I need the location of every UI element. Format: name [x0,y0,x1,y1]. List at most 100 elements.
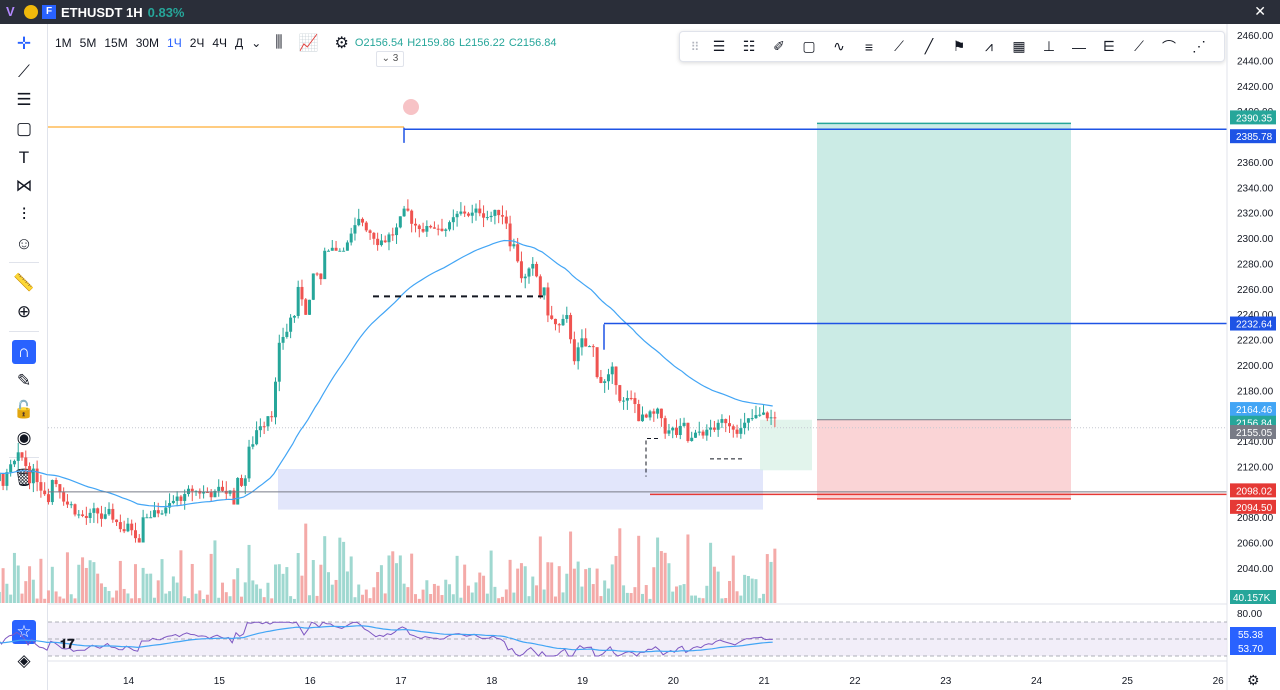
target-zone[interactable] [817,123,1071,420]
demand-zone[interactable] [278,469,763,510]
price-badge[interactable]: 2232.64 [1230,316,1276,331]
projection-icon[interactable]: ⫶ [21,205,27,224]
candle [667,423,671,437]
price-badge-label: 2098.02 [1236,486,1273,497]
volume-bar [550,562,554,603]
indicators-icon[interactable]: 📈 [298,35,319,52]
ray-icon[interactable]: ⟋ [894,38,904,54]
trendline-icon[interactable]: ⟋ [18,62,30,81]
parallel-channel-icon[interactable]: ☰ [712,38,726,54]
timeframe-2h[interactable]: 2Ч [189,36,205,50]
price-badge[interactable]: 2390.35 [1230,110,1276,125]
candle [599,369,603,384]
price-badge[interactable]: 2098.02 [1230,483,1276,498]
chart-header: 1M 5M 15M 30M 1Ч 2Ч 4Ч Д ⌄ ⫼ 📈 ⚙ O2156.5… [55,33,561,53]
rectangle-icon[interactable]: ▢ [802,38,816,54]
volume-bar [610,564,614,603]
zigzag-icon[interactable]: ⩘ [985,38,993,54]
price-badge[interactable]: 2164.46 [1230,402,1276,417]
flag-icon[interactable]: ⚑ [952,38,966,54]
axis-settings-gear-icon[interactable]: ⚙ [1247,672,1260,688]
price-badge-label: 2385.78 [1236,132,1273,143]
grip-icon[interactable]: ⠿ [690,39,700,54]
layers-icon[interactable]: ◈ [17,651,31,670]
candle [728,415,731,433]
volume-bar [466,585,470,603]
volume-bar [243,582,247,603]
pattern-icon[interactable]: ⋈ [15,176,33,195]
price-axis[interactable]: 2460.002440.002420.002400.002380.002360.… [1230,31,1276,655]
candle [762,405,766,416]
timeframe-1h[interactable]: 1Ч [167,36,182,50]
lock-icon[interactable]: 🔓 [13,400,35,419]
volume-bar [122,588,126,603]
price-badge-label: 2155.05 [1236,428,1273,439]
polyline-icon[interactable]: ⋰ [1192,38,1206,54]
path-icon[interactable]: ∿ [833,38,845,54]
settings-gear-icon[interactable]: ⚙ [334,35,349,52]
candle [379,234,383,247]
candle [383,235,387,243]
price-tick-label: 2080.00 [1237,513,1274,524]
candle [690,431,694,442]
candle [221,480,224,492]
disjoint-channel-icon[interactable]: ☷ [742,38,756,54]
candle [603,379,607,393]
volume-bar [28,566,32,603]
vertical-range-icon[interactable]: ⊥ [1042,38,1056,54]
time-axis[interactable]: 14 15 16 17 18 19 20 21 22 23 24 25 26 [123,676,1224,687]
time-tick-label: 20 [668,676,680,687]
timeframe-15m[interactable]: 15M [104,36,128,50]
curve-icon[interactable]: ⌒ [1162,38,1176,55]
volume-bar [743,574,747,603]
line-icon[interactable]: ╱ [924,38,934,54]
volume-bar [637,535,641,603]
fib-fan-icon[interactable]: ⋿ [1102,38,1116,54]
timeframe-5m[interactable]: 5M [79,36,97,50]
rectangle-icon[interactable]: ▢ [15,119,33,138]
timeframe-30m[interactable]: 30M [135,36,160,50]
horizontal-line-icon[interactable]: — [1072,38,1086,55]
candle [209,489,213,502]
volume-bar [769,561,773,603]
volume-bar [319,564,323,603]
crosshair-icon[interactable]: ✛ [16,34,32,53]
time-tick-label: 17 [395,676,407,687]
eye-icon[interactable]: ◉ [16,428,32,447]
volume-bar [746,575,750,603]
zoom-icon[interactable]: ⊕ [16,302,32,321]
fib-icon[interactable]: ☰ [16,90,32,109]
price-badge[interactable]: 2155.05 [1230,424,1276,439]
text-icon[interactable]: T [18,148,30,167]
volume-bar [137,598,141,603]
volume-bar [731,555,735,603]
emoji-icon[interactable]: ☺ [15,234,33,253]
trend-angle-icon[interactable]: ⟋ [1134,38,1144,54]
timeframe-day[interactable]: Д [235,36,244,50]
price-badge[interactable]: 2385.78 [1230,129,1276,144]
timeframe-1m[interactable]: 1M [55,36,72,50]
ruler-icon[interactable]: 📏 [13,273,35,292]
timeframe-dropdown-icon[interactable]: ⌄ [251,36,262,50]
stop-zone[interactable] [817,419,1071,499]
volume-bar [221,582,224,603]
alert-marker[interactable] [403,99,419,115]
magnet-icon[interactable]: ∩ [12,340,36,364]
candles-type-icon[interactable]: ⫼ [275,34,283,51]
grid-icon[interactable]: ▦ [1012,38,1026,54]
indicators-collapse-button[interactable]: ⌄ 3 [376,51,404,67]
price-badge[interactable]: 2094.50 [1230,499,1276,514]
lock-drawing-icon[interactable]: ✎ [16,371,32,390]
symbol-title[interactable]: ETHUSDT 1H [61,4,143,20]
candle [141,509,145,543]
candle [175,491,179,507]
close-icon[interactable]: ✕ [1254,3,1266,19]
brush-icon[interactable]: ✐ [773,38,785,54]
volume-bar [46,590,50,603]
volume-bar [160,559,164,603]
ohlc-values: O2156.54 H2159.86 L2156.22 C2156.84 [355,37,561,49]
horizontal-lines-icon[interactable]: ≡ [864,38,874,55]
price-tick-label: 2320.00 [1237,209,1274,220]
timeframe-4h[interactable]: 4Ч [212,36,228,50]
